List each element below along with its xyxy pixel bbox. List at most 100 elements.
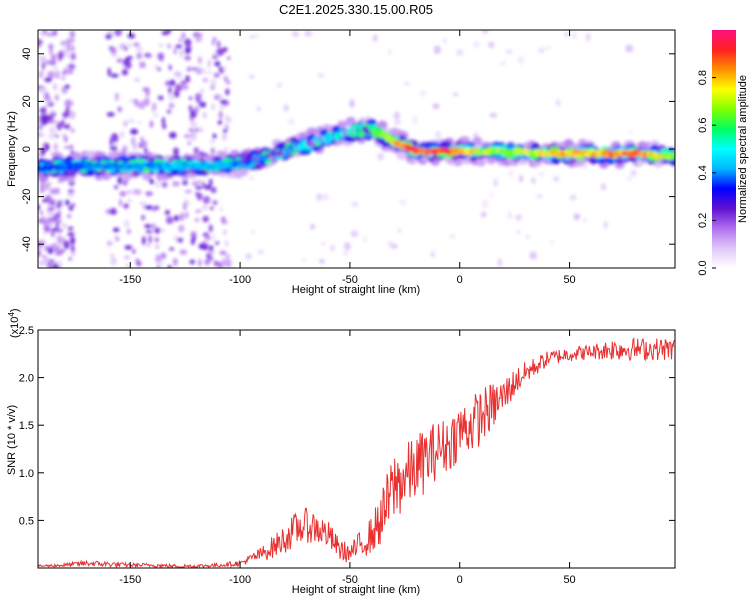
heatmap-cell	[552, 176, 560, 182]
heatmap-cell	[168, 132, 177, 139]
heatmap-cell	[154, 237, 159, 243]
heatmap-cell	[224, 259, 232, 268]
heatmap-cell	[144, 224, 152, 229]
heatmap-cell	[71, 250, 75, 256]
heatmap-cell	[50, 129, 56, 137]
snr-panel: -150 -100 -50 0 50 0.5 1.0 1.5 2.0 2.5 Height of…	[6, 308, 676, 596]
snr-x-tick-label: -100	[229, 574, 251, 586]
heatmap-cell	[155, 244, 160, 250]
spectrogram-x-tick-label: -150	[119, 274, 141, 286]
spectrogram-panel: -150 -100 -50 0 50 -40 -20 0 20 40 Height of str…	[6, 29, 676, 296]
heatmap-cell	[393, 111, 401, 121]
heatmap-cell	[195, 34, 203, 43]
heatmap-cell	[625, 44, 634, 53]
heatmap-cell	[449, 233, 456, 239]
heatmap-cell	[45, 263, 51, 268]
heatmap-cell	[226, 56, 231, 61]
heatmap-cell	[250, 230, 256, 235]
heatmap-cell	[61, 223, 68, 228]
heatmap-cell	[499, 61, 507, 66]
heatmap-cell	[130, 136, 136, 146]
heatmap-cell	[481, 199, 489, 209]
heatmap-cell	[198, 66, 202, 75]
heatmap-cell	[70, 128, 75, 133]
heatmap-cell	[62, 42, 68, 48]
heatmap-cell	[127, 33, 136, 39]
heatmap-cell	[208, 245, 214, 253]
heatmap-cell	[516, 230, 521, 234]
heatmap-cell	[321, 193, 330, 201]
heatmap-cell	[212, 133, 217, 140]
heatmap-cell	[123, 219, 130, 228]
heatmap-cell	[387, 48, 392, 56]
heatmap-cell	[398, 199, 407, 206]
heatmap-cell	[184, 189, 192, 194]
heatmap-cell	[38, 61, 41, 66]
heatmap-cell	[136, 261, 142, 267]
colorbar-tick-label: 0.8	[697, 70, 709, 85]
heatmap-cell	[110, 256, 117, 266]
heatmap-cell	[136, 46, 143, 53]
heatmap-cell	[225, 88, 230, 96]
heatmap-cell	[54, 219, 62, 225]
heatmap-cell	[505, 50, 513, 54]
heatmap-cell	[212, 233, 216, 242]
heatmap-cell	[38, 132, 42, 138]
heatmap-cell	[571, 31, 577, 40]
heatmap-cell	[148, 235, 152, 244]
heatmap-cell	[110, 46, 117, 55]
heatmap-cell	[600, 182, 607, 191]
heatmap-cell	[160, 252, 167, 260]
snr-y-multiplier-exp: 4	[7, 312, 16, 317]
heatmap-cell	[47, 207, 56, 211]
heatmap-cell	[209, 178, 213, 187]
heatmap-cell	[63, 145, 71, 150]
heatmap-cell	[582, 218, 588, 222]
colorbar-tick-label: 0.0	[697, 260, 709, 275]
heatmap-cell	[198, 243, 205, 250]
snr-frame	[37, 329, 676, 569]
heatmap-cell	[219, 207, 224, 212]
heatmap-cell	[488, 41, 495, 48]
snr-plot-area	[38, 330, 675, 568]
heatmap-cell	[184, 211, 189, 219]
heatmap-cell	[351, 201, 359, 208]
heatmap-cell	[44, 245, 49, 252]
heatmap-cell	[555, 98, 561, 107]
heatmap-cell	[63, 52, 71, 59]
heatmap-cell	[201, 67, 206, 75]
heatmap-cell	[54, 134, 59, 138]
heatmap-cell	[189, 109, 197, 119]
spectrogram-x-tick-label: 50	[563, 274, 575, 286]
heatmap-cell	[48, 43, 54, 50]
heatmap-cell	[161, 117, 166, 125]
colorbar-tick-label: 0.6	[697, 118, 709, 133]
heatmap-cell	[320, 241, 326, 246]
heatmap-cell	[63, 68, 72, 73]
heatmap-cell	[168, 86, 172, 95]
heatmap-cell	[343, 242, 351, 251]
heatmap-cell	[196, 192, 203, 201]
heatmap-cell	[160, 261, 165, 266]
heatmap-cell	[585, 33, 591, 42]
heatmap-cell	[55, 70, 60, 80]
heatmap-cell	[208, 251, 216, 255]
heatmap-cell	[219, 250, 227, 256]
heatmap-cell	[46, 204, 52, 208]
heatmap-cell	[139, 201, 147, 206]
heatmap-cell	[210, 78, 217, 88]
heatmap-cell	[224, 253, 231, 259]
heatmap-cell	[133, 99, 139, 104]
heatmap-cell	[156, 264, 161, 268]
heatmap-cell	[66, 213, 72, 219]
heatmap-cell	[56, 121, 63, 131]
heatmap-cell	[161, 30, 170, 36]
snr-x-label: Height of straight line (km)	[292, 584, 420, 596]
heatmap-cell	[57, 200, 62, 207]
snr-x-tick-label: -150	[119, 574, 141, 586]
spectrogram-y-tick-label: 40	[21, 48, 33, 60]
heatmap-cell	[68, 110, 76, 120]
heatmap-cell	[161, 228, 166, 232]
heatmap-cell	[42, 184, 50, 191]
heatmap-cell	[114, 185, 119, 189]
